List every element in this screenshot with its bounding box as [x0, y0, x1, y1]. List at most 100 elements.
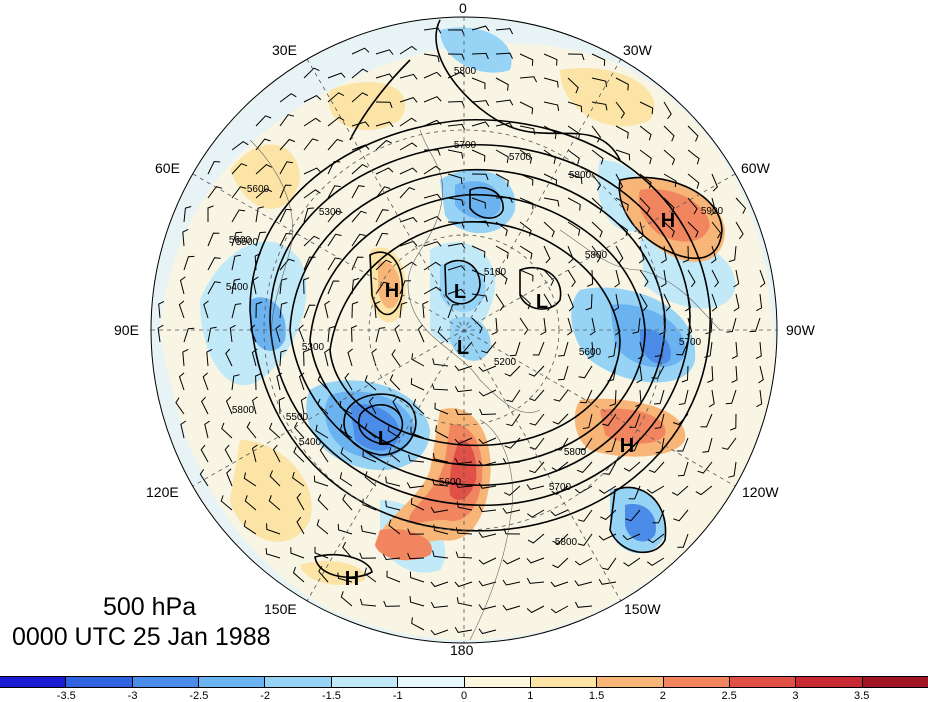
- contour-label: 5800: [454, 66, 477, 77]
- wind-barb: [200, 396, 209, 415]
- colorbar-tick-label: 0: [460, 690, 468, 702]
- wind-barb: [255, 115, 272, 127]
- wind-barb: [255, 163, 272, 175]
- longitude-label: 150E: [264, 601, 297, 617]
- wind-barb: [342, 541, 353, 559]
- wind-barb: [339, 472, 353, 487]
- wind-barb: [578, 365, 593, 379]
- wind-barb: [710, 245, 717, 264]
- wind-barb: [231, 186, 247, 199]
- wind-barb: [543, 173, 558, 187]
- wind-barb: [279, 208, 293, 223]
- wind-barb: [447, 53, 465, 60]
- wind-barb: [279, 349, 287, 367]
- wind-barb: [639, 149, 652, 165]
- low-pressure-marker: L: [378, 428, 390, 450]
- wind-barb: [495, 28, 514, 35]
- wind-barb: [454, 627, 473, 633]
- wind-barb: [388, 519, 401, 535]
- longitude-label: 180: [450, 642, 474, 658]
- wind-barb: [567, 101, 583, 113]
- wind-barb: [351, 210, 367, 223]
- wind-barb: [552, 533, 569, 545]
- wind-barb: [707, 365, 714, 383]
- wind-barb: [225, 396, 233, 415]
- wind-barb: [351, 233, 366, 247]
- wind-barb: [671, 485, 689, 496]
- wind-barb: [255, 206, 265, 223]
- wind-barb: [317, 494, 329, 511]
- wind-barb: [495, 149, 509, 163]
- wind-barb: [711, 173, 718, 192]
- wind-barb: [495, 173, 509, 187]
- contour-label: 5400: [299, 437, 322, 448]
- wind-barb: [207, 232, 220, 247]
- wind-barb: [749, 317, 761, 333]
- wind-barb: [471, 149, 486, 162]
- wind-barb: [324, 348, 330, 367]
- wind-barb: [351, 301, 359, 319]
- wind-barb: [543, 221, 555, 238]
- wind-barb: [728, 461, 737, 478]
- wind-barb: [303, 304, 316, 319]
- wind-barb: [359, 552, 377, 559]
- wind-barb: [231, 140, 249, 151]
- wind-barb: [407, 552, 425, 560]
- contour-label: 5600: [229, 235, 252, 246]
- wind-barb: [375, 232, 389, 247]
- wind-barb: [430, 581, 449, 588]
- colorbar-segment: [530, 677, 598, 687]
- colorbar-segment: [265, 677, 332, 687]
- wind-barb: [478, 532, 497, 538]
- wind-barb: [567, 173, 583, 185]
- wind-barb: [639, 101, 654, 115]
- wind-barb: [639, 269, 649, 287]
- wind-barb: [591, 77, 608, 88]
- wind-barb: [711, 221, 722, 239]
- wind-barb: [733, 293, 740, 312]
- wind-barb: [551, 485, 569, 496]
- wind-barb: [434, 402, 449, 415]
- wind-barb: [566, 317, 573, 336]
- wind-barb: [756, 389, 763, 408]
- contour-label: 5700: [679, 337, 702, 348]
- wind-barb: [471, 121, 490, 128]
- wind-barb: [298, 324, 305, 343]
- wind-barb: [550, 509, 569, 517]
- wind-barb: [268, 495, 281, 511]
- wind-barb: [529, 413, 545, 426]
- wind-barb: [410, 497, 425, 511]
- wind-barb: [529, 389, 545, 402]
- wind-barb: [203, 300, 209, 319]
- wind-barb: [229, 324, 236, 343]
- wind-barb: [478, 628, 497, 635]
- wind-barb: [294, 421, 305, 439]
- wind-barb: [663, 149, 676, 166]
- wind-barb: [244, 495, 257, 511]
- wind-barb: [303, 256, 316, 271]
- wind-barb: [180, 420, 187, 439]
- wind-barb: [255, 138, 271, 151]
- wind-barb: [471, 269, 486, 282]
- wind-barb: [279, 161, 293, 175]
- wind-barb: [543, 53, 558, 66]
- contour-label: 5200: [494, 357, 517, 368]
- colorbar-tick-label: 1: [527, 690, 534, 702]
- wind-barb: [471, 25, 490, 32]
- wind-barb: [759, 269, 766, 288]
- wind-barb: [623, 461, 641, 472]
- colorbar-tick-label: -1: [392, 690, 403, 702]
- wind-barb: [399, 261, 417, 271]
- wind-barb: [279, 302, 288, 319]
- wind-barb: [231, 303, 242, 319]
- longitude-label: 0: [459, 0, 467, 16]
- wind-barb: [663, 101, 672, 120]
- wind-barb: [182, 348, 189, 367]
- wind-barb: [639, 293, 648, 312]
- wind-barb: [375, 281, 390, 295]
- wind-barb: [412, 398, 425, 415]
- wind-barb: [351, 163, 368, 175]
- wind-barb: [756, 293, 763, 312]
- colorbar-segment: [729, 677, 797, 687]
- wind-barb: [609, 389, 617, 407]
